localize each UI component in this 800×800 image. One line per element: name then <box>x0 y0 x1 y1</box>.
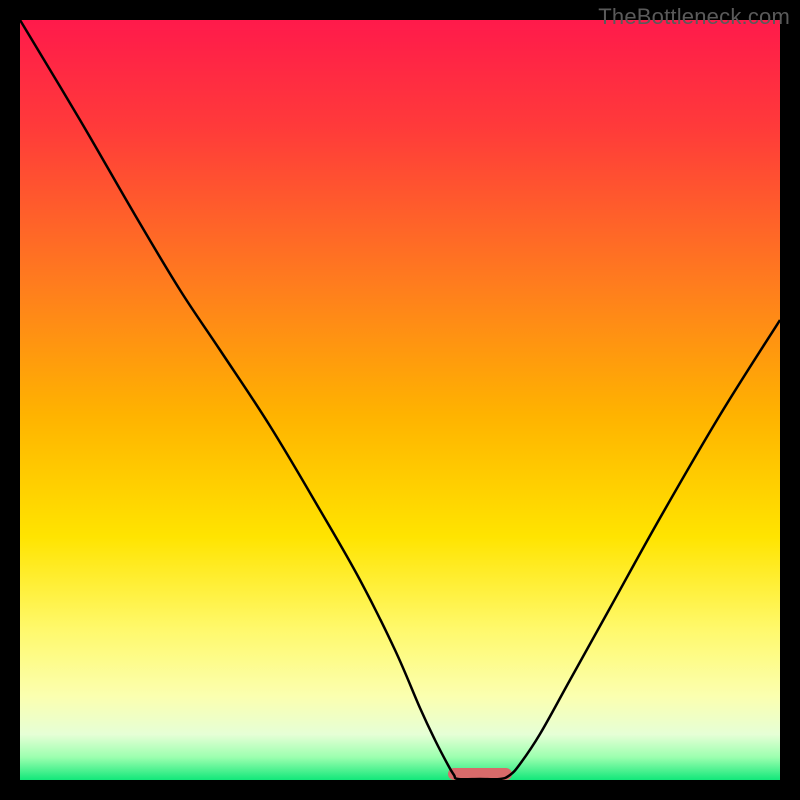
chart-frame: TheBottleneck.com <box>0 0 800 800</box>
curve-path <box>20 20 780 779</box>
plot-area <box>20 20 780 780</box>
watermark-text: TheBottleneck.com <box>598 4 790 30</box>
bottleneck-curve <box>20 20 780 780</box>
